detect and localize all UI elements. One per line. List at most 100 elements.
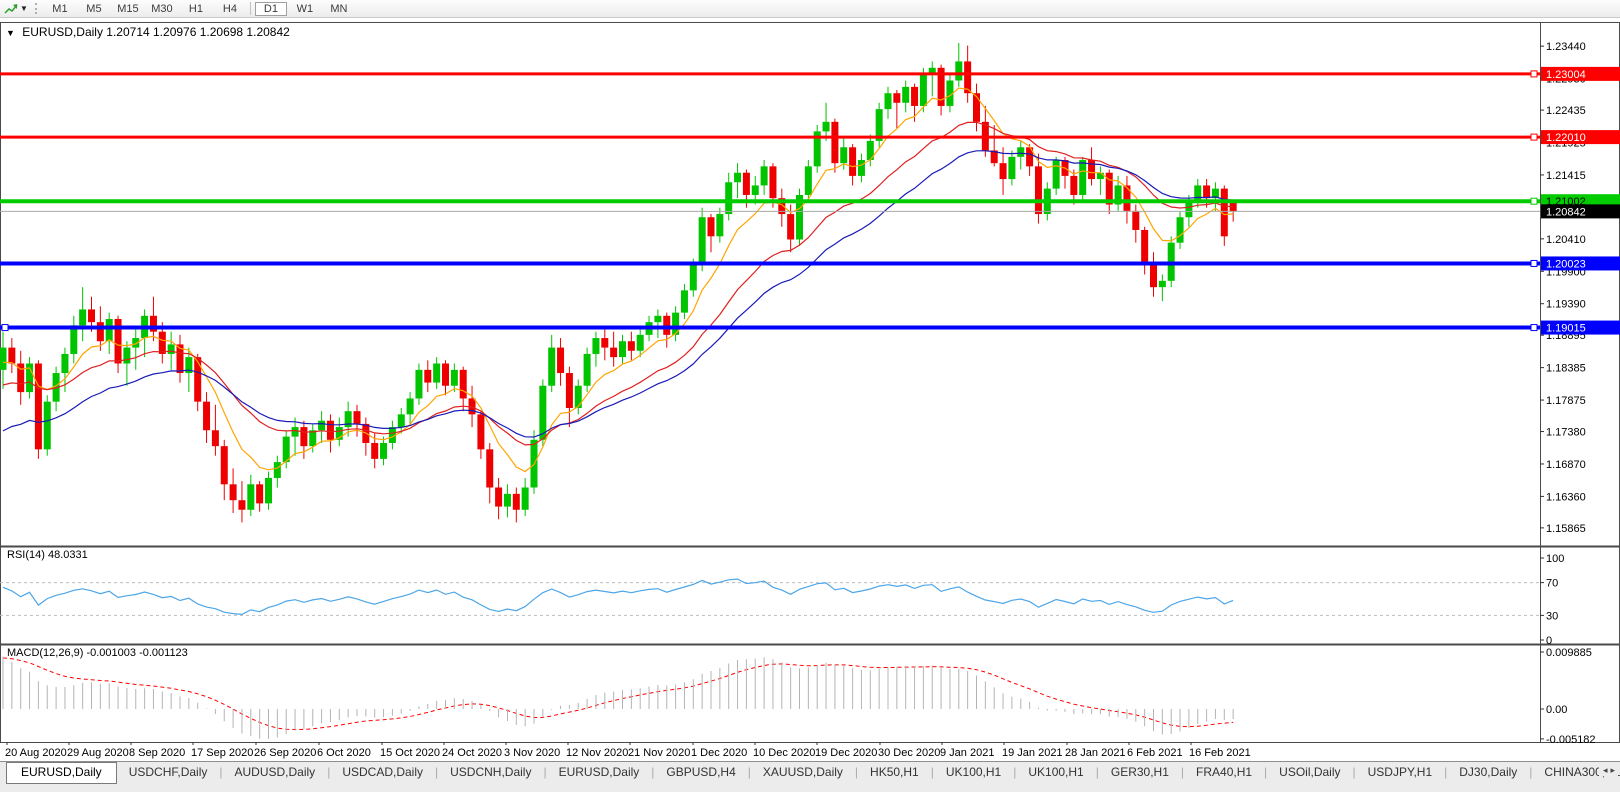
- chart-tab-ger30-h1[interactable]: GER30,H1: [1110, 765, 1169, 779]
- chart-tab-eurusd-daily[interactable]: EURUSD,Daily: [558, 765, 640, 779]
- ma-ma-mid: [2, 121, 1234, 446]
- rsi-pane[interactable]: 100 70 30 0: [0, 553, 1564, 647]
- tab-divider: |: [1444, 765, 1448, 779]
- tab-scroll-left-icon[interactable]: ◂: [1602, 765, 1611, 775]
- ma-slow-line: [2, 150, 1234, 438]
- chart-tab-usdjpy-h1[interactable]: USDJPY,H1: [1367, 765, 1433, 779]
- svg-text:8 Sep 2020: 8 Sep 2020: [129, 747, 185, 759]
- svg-text:1.20410: 1.20410: [1546, 234, 1586, 246]
- tab-divider: |: [219, 765, 223, 779]
- svg-text:1.19015: 1.19015: [1546, 323, 1586, 335]
- date-axis[interactable]: 20 Aug 2020 29 Aug 2020 8 Sep 2020 17 Sep 2…: [5, 742, 1251, 759]
- svg-text:15 Oct 2020: 15 Oct 2020: [380, 747, 440, 759]
- chart-tab-hk50-h1[interactable]: HK50,H1: [870, 765, 919, 779]
- svg-text:10 Dec 2020: 10 Dec 2020: [753, 747, 815, 759]
- svg-text:100: 100: [1546, 553, 1564, 565]
- svg-text:0.009885: 0.009885: [1546, 647, 1592, 659]
- timeframe-d1-button[interactable]: D1: [254, 1, 287, 16]
- macd-indicator-label: MACD(12,26,9) -0.001003 -0.001123: [7, 647, 188, 659]
- svg-text:1.22435: 1.22435: [1546, 105, 1586, 117]
- tab-divider: |: [1180, 765, 1185, 779]
- svg-text:17 Sep 2020: 17 Sep 2020: [191, 747, 253, 759]
- tab-divider: |: [435, 765, 439, 779]
- chart-tab-audusd-daily[interactable]: AUDUSD,Daily: [234, 765, 316, 779]
- svg-text:19 Dec 2020: 19 Dec 2020: [815, 747, 877, 759]
- svg-text:1.17380: 1.17380: [1546, 427, 1586, 439]
- svg-text:1.17875: 1.17875: [1546, 395, 1586, 407]
- price-axis[interactable]: 1.234401.229301.224351.219251.214151.209…: [1540, 41, 1586, 535]
- svg-text:16 Feb 2021: 16 Feb 2021: [1189, 747, 1251, 759]
- timeframe-h1-button[interactable]: H1: [188, 2, 203, 15]
- svg-text:1.20023: 1.20023: [1546, 258, 1586, 270]
- svg-text:0: 0: [1546, 635, 1552, 647]
- top-toolbar: ▼ M1 M5 M15 M30 H1 H4 D1 W1 MN: [0, 0, 1620, 18]
- pane-frames: [0, 22, 1620, 743]
- collapse-triangle-icon[interactable]: ▼: [6, 28, 15, 38]
- svg-text:1 Dec 2020: 1 Dec 2020: [691, 747, 747, 759]
- svg-text:1.18385: 1.18385: [1546, 363, 1586, 375]
- tab-divider: |: [1095, 765, 1099, 779]
- chart-tab-xauusd-daily[interactable]: XAUUSD,Daily: [762, 765, 843, 779]
- svg-text:30: 30: [1546, 610, 1558, 622]
- svg-text:3 Nov 2020: 3 Nov 2020: [504, 747, 560, 759]
- ma-ma-fast: [2, 87, 1234, 473]
- svg-text:20 Aug 2020: 20 Aug 2020: [5, 747, 67, 759]
- chart-tab-uk100-h1[interactable]: UK100,H1: [945, 765, 1002, 779]
- candles: [0, 42, 1237, 523]
- svg-text:9 Jan 2021: 9 Jan 2021: [940, 747, 994, 759]
- tab-divider: |: [1013, 765, 1017, 779]
- svg-text:19 Jan 2021: 19 Jan 2021: [1002, 747, 1063, 759]
- timeframe-m30-button[interactable]: M30: [151, 2, 173, 15]
- chart-tab-uk100-h1[interactable]: UK100,H1: [1028, 765, 1084, 779]
- tab-divider: |: [327, 765, 331, 779]
- ma-ma-slow: [2, 150, 1234, 438]
- chart-title: ▼ EURUSD,Daily 1.20714 1.20976 1.20698 1…: [6, 25, 290, 39]
- macd-histogram: [2, 656, 1234, 739]
- tab-divider: |: [854, 765, 859, 779]
- chart-tab-gbpusd-h4[interactable]: GBPUSD,H4: [666, 765, 736, 779]
- timeframe-w1-button[interactable]: W1: [296, 2, 314, 15]
- timeframe-m15-button[interactable]: M15: [117, 2, 139, 15]
- timeframe-m1-button[interactable]: M1: [52, 2, 68, 15]
- chart-tab-usdcnh-daily[interactable]: USDCNH,Daily: [450, 765, 532, 779]
- toolbar-separator: [249, 2, 251, 15]
- tab-divider: |: [930, 765, 934, 779]
- tab-scroll-arrows[interactable]: ◂▸: [1598, 765, 1618, 776]
- chart-tab-usoil-daily[interactable]: USOil,Daily: [1279, 765, 1341, 779]
- chart-tab-usdchf-daily[interactable]: USDCHF,Daily: [128, 765, 208, 779]
- chevron-down-icon[interactable]: ▼: [20, 4, 28, 13]
- svg-text:1.23440: 1.23440: [1546, 41, 1586, 53]
- macd-pane[interactable]: 0.009885 0.00 -0.005182: [2, 647, 1596, 746]
- chart-tab-fra40-h1[interactable]: FRA40,H1: [1196, 765, 1253, 779]
- rsi-line: [2, 578, 1234, 616]
- timeframe-m5-button[interactable]: M5: [86, 2, 102, 15]
- svg-text:24 Oct 2020: 24 Oct 2020: [442, 747, 502, 759]
- svg-text:1.19390: 1.19390: [1546, 299, 1586, 311]
- ma-fast-line: [2, 87, 1234, 473]
- rsi-indicator-label: RSI(14) 48.0331: [7, 549, 88, 561]
- timeframe-mn-button[interactable]: MN: [330, 2, 348, 15]
- svg-text:6 Feb 2021: 6 Feb 2021: [1127, 747, 1183, 759]
- tab-divider: |: [747, 765, 751, 779]
- svg-text:30 Dec 2020: 30 Dec 2020: [878, 747, 940, 759]
- chart-ohlc-values: 1.20714 1.20976 1.20698 1.20842: [106, 25, 290, 39]
- macd-signal-line: [2, 657, 1234, 731]
- chart-tab-bar: EURUSD,Daily USDCHF,Daily | AUDUSD,Daily | US…: [0, 761, 1620, 792]
- ma-mid-line: [2, 121, 1234, 446]
- current-price: 1.20842: [0, 204, 1620, 219]
- chart-autoscroll-icon[interactable]: [3, 2, 19, 16]
- chart-tab-usdcad-daily[interactable]: USDCAD,Daily: [342, 765, 423, 779]
- svg-text:6 Oct 2020: 6 Oct 2020: [317, 747, 371, 759]
- tab-divider: |: [1352, 765, 1356, 779]
- chart-symbol: EURUSD,Daily: [22, 25, 103, 39]
- tab-scroll-right-icon[interactable]: ▸: [1610, 765, 1618, 775]
- chart-tab-eurusd-daily[interactable]: EURUSD,Daily: [6, 762, 117, 784]
- svg-text:1.16360: 1.16360: [1546, 491, 1586, 503]
- svg-text:1.22010: 1.22010: [1546, 132, 1586, 144]
- svg-text:-0.005182: -0.005182: [1546, 734, 1596, 746]
- toolbar-grip[interactable]: [34, 3, 37, 14]
- timeframe-h4-button[interactable]: H4: [222, 2, 237, 15]
- chart-canvas[interactable]: 1.234401.229301.224351.219251.214151.209…: [0, 0, 1620, 761]
- chart-tab-dj30-daily[interactable]: DJ30,Daily: [1459, 765, 1518, 779]
